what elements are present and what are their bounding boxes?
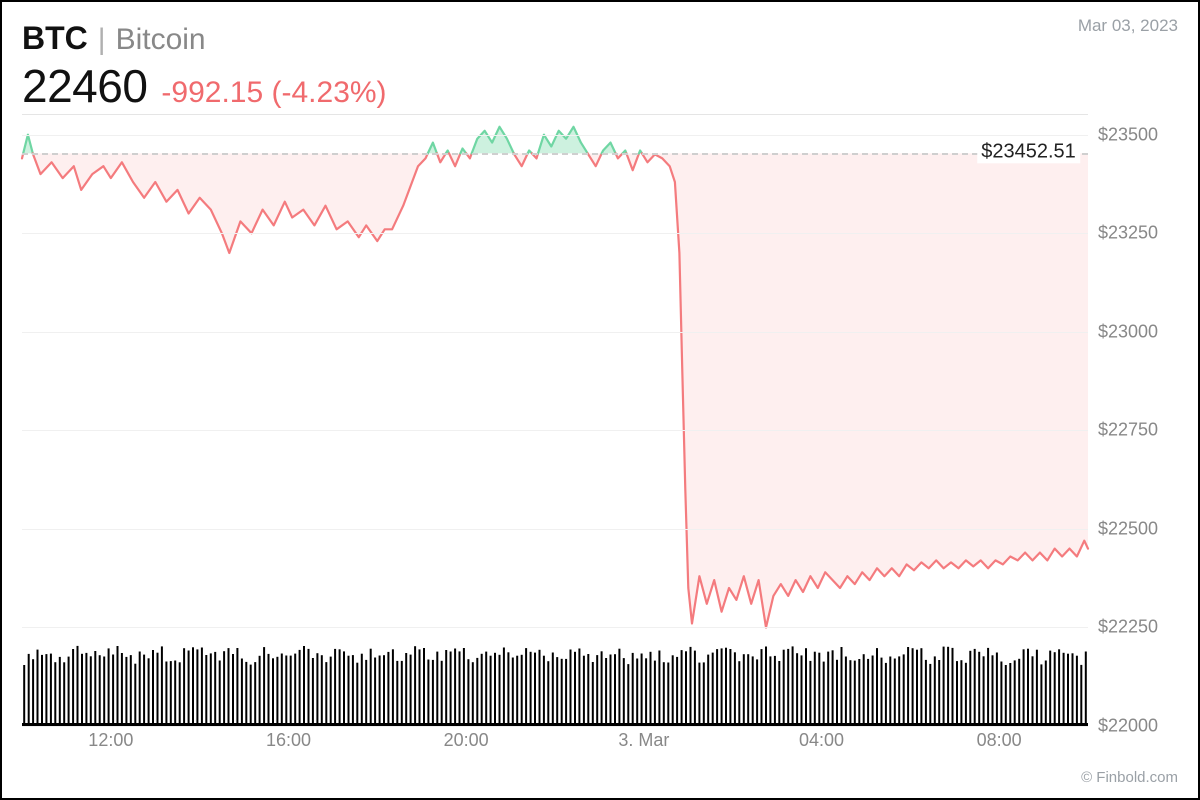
grid-line: [22, 430, 1088, 431]
asset-name: Bitcoin: [116, 23, 206, 57]
y-axis-label: $22500: [1098, 518, 1158, 539]
grid-line: [22, 529, 1088, 530]
y-axis-label: $23000: [1098, 321, 1158, 342]
y-axis-label: $22000: [1098, 716, 1158, 737]
grid-line: [22, 627, 1088, 628]
x-axis: 12:00 16:00 20:00 3. Mar 04:00 08:00: [22, 730, 1088, 754]
volume-bars: [22, 646, 1088, 726]
x-axis-label: 12:00: [88, 730, 133, 751]
y-axis-label: $23250: [1098, 223, 1158, 244]
x-axis-label: 3. Mar: [618, 730, 669, 751]
x-axis-label: 08:00: [977, 730, 1022, 751]
ticker-separator: |: [98, 23, 106, 57]
y-axis-label: $22250: [1098, 617, 1158, 638]
grid-line: [22, 135, 1088, 136]
chart-plot-area: $22000$22250$22500$22750$23000$23250$235…: [22, 114, 1088, 726]
y-axis-label: $23500: [1098, 124, 1158, 145]
copyright: © Finbold.com: [1081, 769, 1178, 786]
chart-date: Mar 03, 2023: [1078, 16, 1178, 36]
ticker-symbol: BTC: [22, 20, 88, 57]
baseline-label: $23452.51: [977, 141, 1080, 164]
header-row-1: BTC | Bitcoin: [22, 20, 1178, 57]
chart-svg: [22, 115, 1088, 726]
grid-line: [22, 233, 1088, 234]
y-axis-label: $22750: [1098, 420, 1158, 441]
x-axis-label: 20:00: [444, 730, 489, 751]
grid-line: [22, 332, 1088, 333]
current-price: 22460: [22, 59, 147, 113]
grid-line: [22, 726, 1088, 727]
price-chart-card: Mar 03, 2023 BTC | Bitcoin 22460 -992.15…: [0, 0, 1200, 800]
baseline: [22, 153, 1088, 155]
x-axis-label: 16:00: [266, 730, 311, 751]
price-delta: -992.15 (-4.23%): [161, 76, 386, 110]
x-axis-label: 04:00: [799, 730, 844, 751]
header-row-2: 22460 -992.15 (-4.23%): [22, 59, 1178, 113]
area-below: [33, 153, 428, 253]
